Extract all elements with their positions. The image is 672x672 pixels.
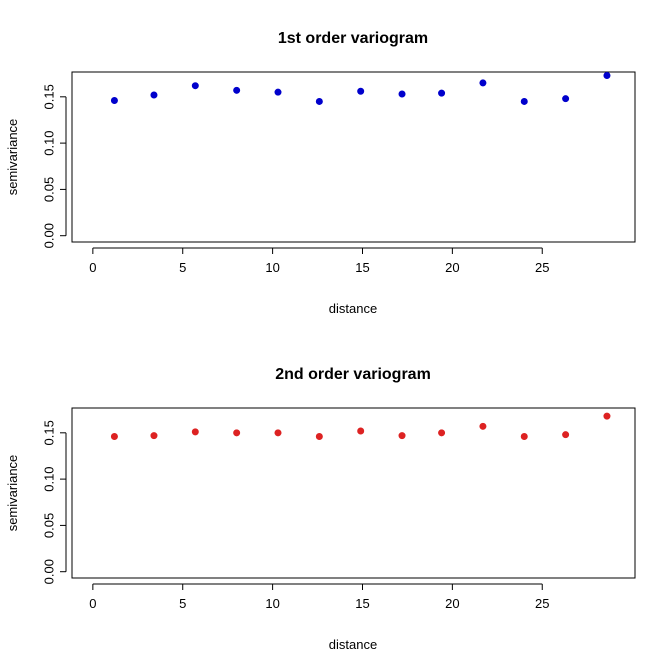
x-tick-label: 25 <box>535 596 549 611</box>
plot-frame <box>71 71 636 243</box>
y-tick-label: 0.00 <box>41 559 56 584</box>
data-point <box>150 91 158 99</box>
data-point <box>438 89 446 97</box>
data-points <box>110 72 611 105</box>
x-tick-label: 10 <box>265 260 279 275</box>
x-tick-label: 10 <box>265 596 279 611</box>
y-axis: 0.00 0.05 0.10 0.15 <box>41 84 67 248</box>
data-point <box>479 422 487 430</box>
x-tick-label: 20 <box>445 260 459 275</box>
data-point <box>110 97 118 105</box>
x-axis-label: distance <box>329 301 377 316</box>
data-point <box>150 432 158 440</box>
x-tick-label: 5 <box>179 596 186 611</box>
data-point <box>603 72 611 80</box>
y-tick-label: 0.05 <box>41 177 56 202</box>
y-axis-label: semivariance <box>5 455 20 532</box>
y-tick-label: 0.05 <box>41 513 56 538</box>
y-tick-label: 0.10 <box>41 466 56 491</box>
y-tick-label: 0.10 <box>41 130 56 155</box>
data-point <box>438 429 446 437</box>
data-point <box>233 86 241 94</box>
data-point <box>603 412 611 420</box>
y-axis-label: semivariance <box>5 119 20 196</box>
x-tick-label: 25 <box>535 260 549 275</box>
variogram-panel-2: 2nd order variogram 0 5 10 15 20 25 0.000.050… <box>5 366 636 652</box>
data-point <box>398 90 406 98</box>
data-points <box>110 412 611 441</box>
data-point <box>357 427 365 435</box>
x-tick-label: 0 <box>89 596 96 611</box>
data-point <box>357 87 365 95</box>
y-tick-label: 0.15 <box>41 84 56 109</box>
variogram-panel-1: 1st order variogram 0 5 10 15 20 25 0.000.050… <box>5 30 636 316</box>
x-axis: 0 5 10 15 20 25 <box>89 583 549 611</box>
data-point <box>562 431 570 439</box>
data-point <box>110 433 118 441</box>
data-point <box>274 88 282 96</box>
data-point <box>398 432 406 440</box>
x-tick-label: 20 <box>445 596 459 611</box>
x-tick-label: 0 <box>89 260 96 275</box>
data-point <box>315 433 323 441</box>
chart-title: 1st order variogram <box>278 30 428 47</box>
data-point <box>274 429 282 437</box>
data-point <box>191 428 199 436</box>
data-point <box>233 429 241 437</box>
chart-title: 2nd order variogram <box>275 366 431 383</box>
plot-frame <box>71 407 636 579</box>
x-axis: 0 5 10 15 20 25 <box>89 247 549 275</box>
y-axis: 0.00 0.05 0.10 0.15 <box>41 420 67 584</box>
data-point <box>520 433 528 441</box>
x-tick-label: 15 <box>355 260 369 275</box>
data-point <box>479 79 487 87</box>
y-tick-label: 0.15 <box>41 420 56 445</box>
y-tick-label: 0.00 <box>41 223 56 248</box>
x-tick-label: 5 <box>179 260 186 275</box>
data-point <box>562 95 570 103</box>
data-point <box>315 97 323 105</box>
x-tick-label: 15 <box>355 596 369 611</box>
data-point <box>520 97 528 105</box>
x-axis-label: distance <box>329 637 377 652</box>
data-point <box>191 82 199 90</box>
